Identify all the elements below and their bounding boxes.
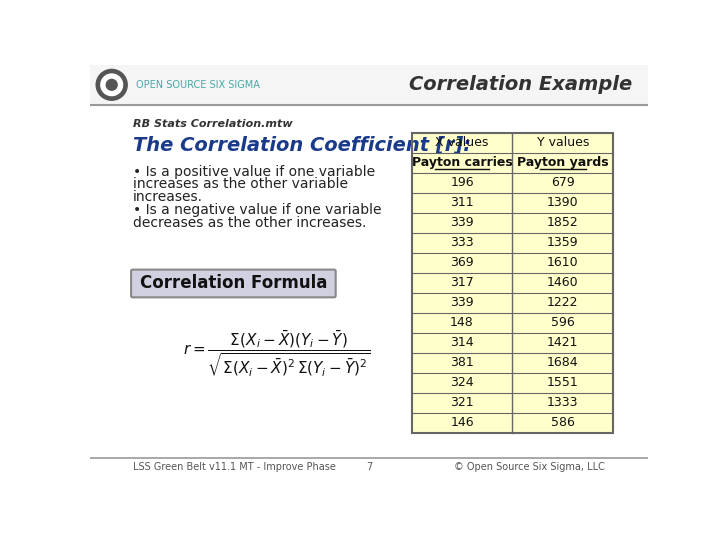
Text: increases as the other variable: increases as the other variable: [132, 177, 348, 191]
Text: 7: 7: [366, 462, 372, 472]
Text: 1610: 1610: [547, 256, 579, 269]
Text: 1390: 1390: [547, 196, 579, 209]
Text: 1684: 1684: [547, 356, 579, 369]
Text: 333: 333: [450, 236, 474, 249]
Text: RB Stats Correlation.mtw: RB Stats Correlation.mtw: [132, 119, 292, 129]
Text: 679: 679: [551, 176, 575, 189]
Text: X values: X values: [436, 136, 489, 149]
Text: increases.: increases.: [132, 190, 202, 204]
Text: 1460: 1460: [547, 276, 579, 289]
Text: LSS Green Belt v11.1 MT - Improve Phase: LSS Green Belt v11.1 MT - Improve Phase: [132, 462, 336, 472]
Text: • Is a negative value if one variable: • Is a negative value if one variable: [132, 204, 381, 218]
Text: 314: 314: [450, 336, 474, 349]
Text: 148: 148: [450, 316, 474, 329]
Text: 1333: 1333: [547, 396, 578, 409]
Text: 1421: 1421: [547, 336, 578, 349]
Text: decreases as the other increases.: decreases as the other increases.: [132, 215, 366, 230]
Text: 339: 339: [450, 296, 474, 309]
Text: 324: 324: [450, 376, 474, 389]
Text: The Correlation Coefficient [r]:: The Correlation Coefficient [r]:: [132, 136, 471, 154]
Text: 381: 381: [450, 356, 474, 369]
Text: 196: 196: [450, 176, 474, 189]
Text: 1551: 1551: [547, 376, 579, 389]
Circle shape: [96, 70, 127, 100]
Text: 317: 317: [450, 276, 474, 289]
Text: Payton yards: Payton yards: [517, 156, 608, 169]
Bar: [90, 65, 648, 105]
Bar: [412, 132, 613, 433]
Text: Y values: Y values: [536, 136, 589, 149]
Text: 586: 586: [551, 416, 575, 429]
Text: 1222: 1222: [547, 296, 578, 309]
Text: Correlation Formula: Correlation Formula: [140, 274, 327, 293]
Text: 146: 146: [450, 416, 474, 429]
Circle shape: [107, 79, 117, 90]
Text: • Is a positive value if one variable: • Is a positive value if one variable: [132, 165, 374, 179]
Text: Payton carries: Payton carries: [412, 156, 513, 169]
Text: 369: 369: [450, 256, 474, 269]
Text: OPEN SOURCE SIX SIGMA: OPEN SOURCE SIX SIGMA: [137, 80, 261, 90]
Text: 1852: 1852: [547, 216, 579, 229]
Text: © Open Source Six Sigma, LLC: © Open Source Six Sigma, LLC: [454, 462, 606, 472]
Text: $r = \dfrac{\Sigma(X_i - \bar{X})(Y_i - \bar{Y})}{\sqrt{\Sigma(X_i - \bar{X})^2\: $r = \dfrac{\Sigma(X_i - \bar{X})(Y_i - …: [183, 328, 371, 379]
Text: 339: 339: [450, 216, 474, 229]
Text: Correlation Example: Correlation Example: [409, 75, 632, 94]
Circle shape: [101, 74, 122, 96]
Text: 596: 596: [551, 316, 575, 329]
Bar: [412, 132, 613, 433]
FancyBboxPatch shape: [131, 269, 336, 298]
Text: 1359: 1359: [547, 236, 579, 249]
Text: 311: 311: [450, 196, 474, 209]
Text: 321: 321: [450, 396, 474, 409]
